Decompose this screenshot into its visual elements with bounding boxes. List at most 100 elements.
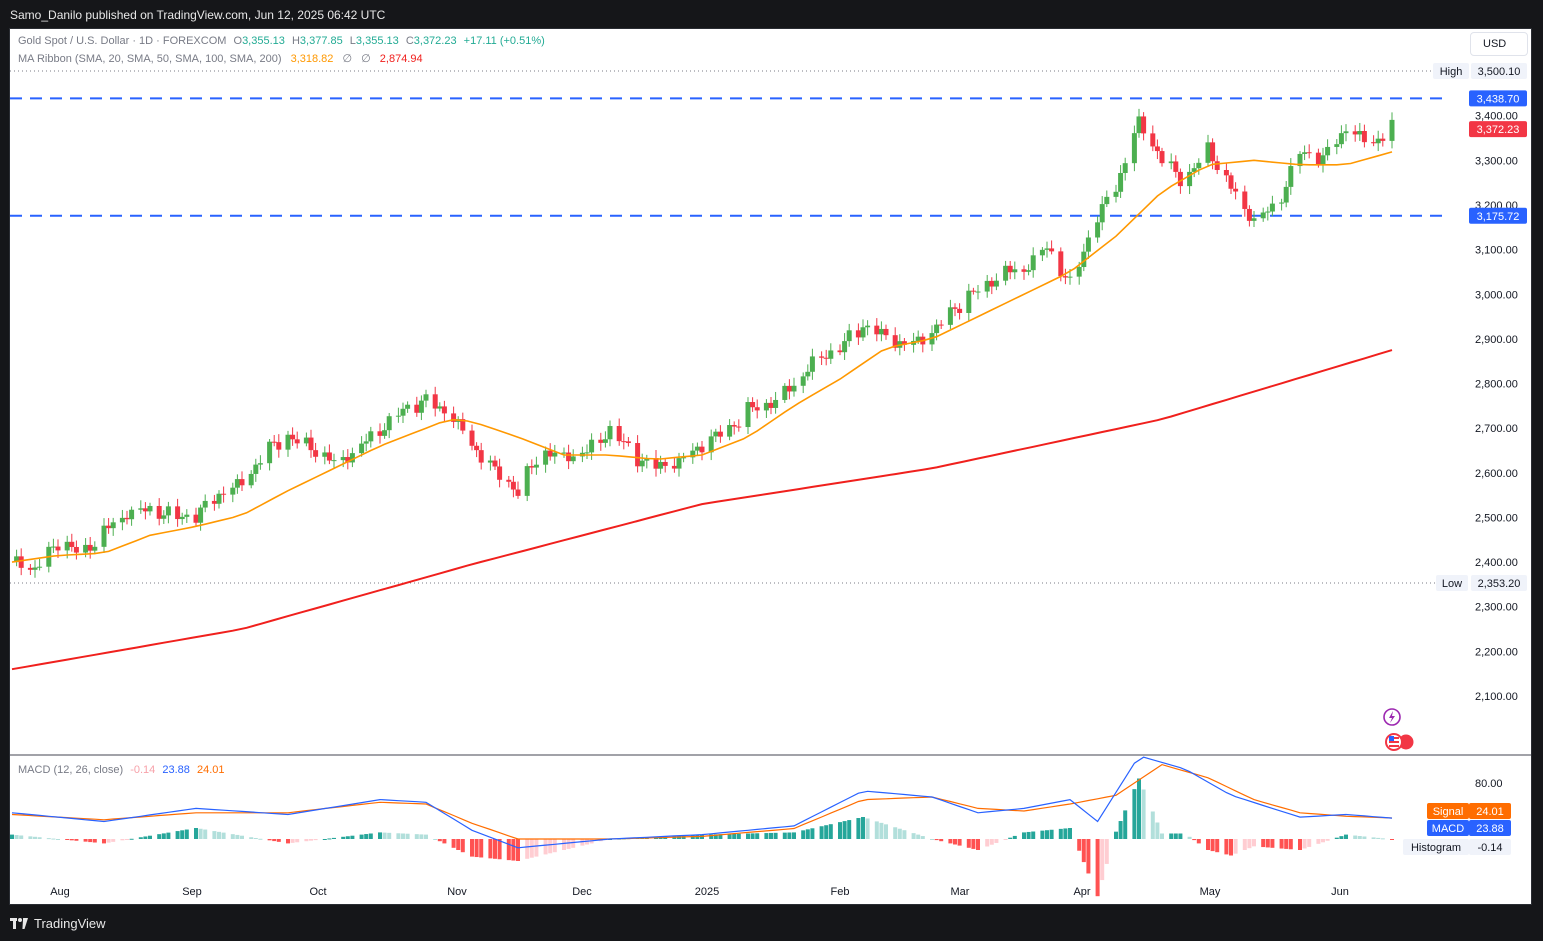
candle-body[interactable] <box>1306 152 1312 154</box>
candle-body[interactable] <box>142 508 148 512</box>
candle-body[interactable] <box>423 394 429 401</box>
candle-body[interactable] <box>621 441 627 443</box>
candle-body[interactable] <box>1283 186 1289 203</box>
candle-body[interactable] <box>234 479 240 488</box>
candle-body[interactable] <box>602 439 608 443</box>
candle-body[interactable] <box>1191 168 1197 172</box>
candle-body[interactable] <box>400 408 406 416</box>
candle-body[interactable] <box>1246 208 1252 221</box>
candle-body[interactable] <box>1122 163 1128 174</box>
candle-body[interactable] <box>653 458 659 469</box>
candle-body[interactable] <box>253 464 259 474</box>
candle-body[interactable] <box>989 280 995 287</box>
candle-body[interactable] <box>1375 138 1381 144</box>
candle-body[interactable] <box>179 516 185 520</box>
candle-body[interactable] <box>487 460 493 463</box>
candle-body[interactable] <box>842 341 848 353</box>
candle-body[interactable] <box>1012 269 1018 273</box>
candle-body[interactable] <box>303 437 309 444</box>
candle-body[interactable] <box>432 394 438 409</box>
candle-body[interactable] <box>32 567 38 570</box>
candle-body[interactable] <box>1085 237 1091 252</box>
candle-body[interactable] <box>1352 131 1358 135</box>
candle-body[interactable] <box>1380 138 1386 141</box>
candle-body[interactable] <box>92 546 98 551</box>
candle-body[interactable] <box>73 546 79 553</box>
candle-body[interactable] <box>754 407 760 411</box>
candle-body[interactable] <box>681 457 687 459</box>
candle-body[interactable] <box>308 437 314 451</box>
symbol-name[interactable]: Gold Spot / U.S. Dollar · 1D · FOREXCOM <box>18 35 227 47</box>
candle-body[interactable] <box>1315 152 1321 165</box>
candle-body[interactable] <box>349 453 355 463</box>
candle-body[interactable] <box>736 426 742 428</box>
us-flag-icon[interactable] <box>1385 733 1415 751</box>
candle-body[interactable] <box>1136 116 1142 134</box>
candle-body[interactable] <box>708 436 714 453</box>
candle-body[interactable] <box>662 461 668 466</box>
candle-body[interactable] <box>543 450 549 465</box>
candle-body[interactable] <box>216 493 222 504</box>
candle-body[interactable] <box>313 450 319 457</box>
candle-body[interactable] <box>1113 191 1119 197</box>
candle-body[interactable] <box>745 402 751 428</box>
candle-body[interactable] <box>18 556 24 568</box>
candle-body[interactable] <box>883 328 889 336</box>
candle-body[interactable] <box>221 493 227 495</box>
macd-pane[interactable] <box>10 756 1394 897</box>
candle-body[interactable] <box>156 505 162 519</box>
candle-body[interactable] <box>966 290 972 313</box>
candle-body[interactable] <box>345 457 351 463</box>
macd-line[interactable] <box>11 756 1393 849</box>
candle-body[interactable] <box>1062 276 1068 278</box>
candle-body[interactable] <box>27 567 33 570</box>
candle-body[interactable] <box>561 452 567 454</box>
candle-body[interactable] <box>14 556 20 563</box>
candle-body[interactable] <box>1371 142 1377 144</box>
candle-body[interactable] <box>791 385 797 392</box>
candle-body[interactable] <box>1159 151 1165 164</box>
candle-body[interactable] <box>727 425 733 437</box>
candle-body[interactable] <box>69 541 75 547</box>
ma200-line[interactable] <box>11 349 1393 671</box>
candle-body[interactable] <box>497 466 503 480</box>
candle-body[interactable] <box>248 473 254 486</box>
candle-body[interactable] <box>616 426 622 442</box>
candle-body[interactable] <box>529 466 535 468</box>
candle-body[interactable] <box>285 434 291 450</box>
candle-body[interactable] <box>1233 188 1239 192</box>
candle-body[interactable] <box>87 544 93 551</box>
candle-body[interactable] <box>676 458 682 469</box>
candle-body[interactable] <box>1196 162 1202 169</box>
candle-body[interactable] <box>506 479 512 482</box>
candle-body[interactable] <box>441 406 447 414</box>
candle-body[interactable] <box>437 406 443 409</box>
candle-body[interactable] <box>1338 133 1344 145</box>
candle-body[interactable] <box>1228 175 1234 189</box>
candle-body[interactable] <box>64 541 70 551</box>
candle-body[interactable] <box>952 307 958 309</box>
candle-body[interactable] <box>515 489 521 496</box>
candle-body[interactable] <box>211 500 217 504</box>
candle-body[interactable] <box>878 328 884 335</box>
candle-body[interactable] <box>129 509 135 520</box>
candle-body[interactable] <box>1003 265 1009 281</box>
candle-body[interactable] <box>230 487 236 495</box>
candle-body[interactable] <box>1044 248 1050 250</box>
candle-body[interactable] <box>1131 133 1137 164</box>
candle-body[interactable] <box>1081 251 1087 268</box>
candle-body[interactable] <box>1251 218 1257 221</box>
candle-body[interactable] <box>50 546 56 548</box>
lightning-icon[interactable] <box>1383 708 1401 726</box>
candle-body[interactable] <box>828 350 834 359</box>
candle-body[interactable] <box>1260 212 1266 219</box>
candle-body[interactable] <box>119 517 125 523</box>
candle-body[interactable] <box>37 566 43 568</box>
candle-body[interactable] <box>823 357 829 359</box>
candle-body[interactable] <box>101 525 107 547</box>
candle-body[interactable] <box>1141 116 1147 134</box>
candle-body[interactable] <box>970 290 976 292</box>
candle-body[interactable] <box>1030 255 1036 271</box>
candle-body[interactable] <box>1067 276 1073 278</box>
candle-body[interactable] <box>713 431 719 437</box>
